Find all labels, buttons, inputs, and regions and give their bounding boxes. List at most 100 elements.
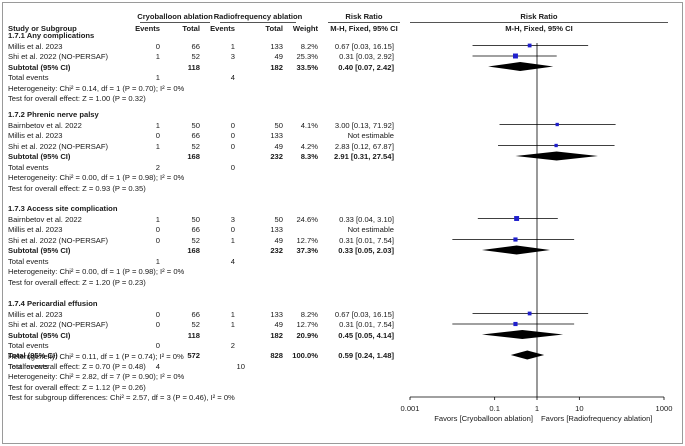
study-events1: 1 [155, 120, 160, 130]
study-total2: 133 [270, 41, 283, 51]
overall-label: Total (95% CI) [8, 351, 58, 360]
study-ci: Not estimable [347, 131, 394, 140]
subtotal-diamond [515, 151, 598, 161]
study-marker [512, 53, 518, 59]
study-total2: 49 [274, 320, 283, 329]
subtotal-total1: 118 [187, 330, 200, 340]
subtotal-weight: 20.9% [296, 330, 318, 340]
heterogeneity-text: Heterogeneity: Chi² = 0.00, df = 1 (P = … [8, 267, 185, 276]
heterogeneity-text: Heterogeneity: Chi² = 0.00, df = 1 (P = … [8, 173, 185, 182]
study-marker [554, 143, 558, 148]
study-marker [527, 43, 532, 48]
heterogeneity-text: Heterogeneity: Chi² = 0.11, df = 1 (P = … [8, 351, 184, 361]
study-events2: 1 [230, 41, 235, 51]
study-name: Millis et al. 2023 [8, 131, 63, 140]
study-ci: 0.31 [0.01, 7.54] [339, 320, 394, 329]
total-events2: 4 [230, 73, 235, 82]
total-events2: 4 [230, 256, 235, 266]
group2-header: Radiofrequency ablation [213, 12, 303, 21]
subtotal-ci: 0.33 [0.05, 2.03] [338, 246, 394, 255]
total-events-label: Total events [8, 341, 49, 350]
subgroup-differences: Test for subgroup differences: Chi² = 2.… [8, 393, 235, 402]
method-header: M-H, Fixed, 95% CI [330, 24, 398, 33]
study-ci: 0.67 [0.03, 16.15] [334, 309, 394, 319]
subtotal-weight: 8.3% [300, 152, 318, 161]
subtotal-total1: 168 [187, 152, 200, 161]
subtotal-ci: 0.40 [0.07, 2.42] [338, 62, 394, 72]
study-total2: 49 [274, 52, 283, 61]
rr-plot-header: Risk Ratio [520, 12, 558, 21]
study-weight: 12.7% [296, 235, 318, 245]
subtotal-diamond [481, 330, 564, 339]
study-ci: 2.83 [0.12, 67.87] [334, 141, 394, 151]
subgroup-title: 1.7.3 Access site complication [8, 204, 118, 213]
events1-header: Events [135, 24, 160, 33]
study-weight: 12.7% [296, 320, 318, 329]
study-name: Millis et al. 2023 [8, 41, 63, 51]
study-events1: 0 [155, 131, 160, 140]
favors-right-label: Favors [Radiofrequency ablation] [541, 414, 653, 423]
study-weight: 8.2% [300, 309, 318, 319]
overall-total-events2: 10 [236, 361, 245, 371]
study-total2: 133 [270, 131, 283, 140]
total-events1: 2 [155, 162, 160, 172]
study-events2: 3 [230, 214, 235, 224]
study-total2: 50 [274, 214, 283, 224]
study-name: Bairnbetov et al. 2022 [8, 120, 82, 130]
total1-header: Total [182, 24, 200, 33]
study-weight: 25.3% [296, 52, 318, 61]
study-events1: 0 [155, 225, 160, 234]
subtotal-total1: 168 [187, 246, 200, 255]
overall-effect-text: Test for overall effect: Z = 0.93 (P = 0… [8, 183, 146, 193]
study-events2: 3 [230, 52, 235, 61]
overall-effect-text: Test for overall effect: Z = 1.20 (P = 0… [8, 277, 146, 287]
x-tick-label: 1 [534, 404, 540, 413]
study-total2: 49 [274, 235, 283, 245]
subtotal-diamond [488, 62, 554, 71]
study-ci: 0.31 [0.01, 7.54] [339, 235, 394, 245]
study-marker [513, 237, 518, 242]
study-events2: 0 [230, 120, 235, 130]
study-total1: 66 [191, 309, 200, 319]
overall-total-events1: 4 [155, 361, 160, 371]
subgroup-title: 1.7.1 Any complications [8, 31, 95, 40]
study-events1: 0 [155, 41, 160, 51]
study-events2: 1 [230, 235, 235, 245]
study-name: Millis et al. 2023 [8, 309, 63, 319]
overall-heterogeneity: Heterogeneity: Chi² = 2.82, df = 7 (P = … [8, 372, 185, 381]
study-name: Shi et al. 2022 (NO-PERSAF) [8, 235, 109, 245]
study-events1: 1 [155, 214, 160, 224]
study-weight: 8.2% [300, 41, 318, 51]
subtotal-total2: 232 [270, 152, 283, 161]
study-events2: 1 [230, 320, 235, 329]
study-marker [513, 321, 518, 327]
study-marker [527, 311, 532, 316]
study-events2: 0 [230, 225, 235, 234]
subtotal-total2: 232 [270, 246, 283, 255]
overall-weight: 100.0% [292, 351, 318, 360]
study-total2: 133 [270, 225, 283, 234]
study-events2: 1 [230, 309, 235, 319]
overall-ci: 0.59 [0.24, 1.48] [338, 351, 394, 360]
subtotal-label: Subtotal (95% CI) [8, 62, 71, 72]
x-tick-label: 0.1 [489, 404, 500, 413]
heterogeneity-text: Heterogeneity: Chi² = 0.14, df = 1 (P = … [8, 83, 185, 93]
study-total1: 66 [191, 131, 200, 140]
group2-underline [220, 22, 296, 23]
study-total1: 50 [191, 120, 200, 130]
total-events-label: Total events [8, 256, 49, 266]
study-ci: 3.00 [0.13, 71.92] [334, 120, 394, 130]
study-events1: 1 [155, 141, 160, 151]
study-events2: 0 [230, 141, 235, 151]
subtotal-label: Subtotal (95% CI) [8, 330, 71, 340]
subtotal-ci: 0.45 [0.05, 4.14] [338, 330, 394, 340]
total-events-label: Total events [8, 73, 49, 82]
subtotal-total2: 182 [270, 62, 283, 72]
subgroup-title: 1.7.2 Phrenic nerve palsy [8, 110, 99, 119]
study-total2: 133 [270, 309, 283, 319]
x-tick-label: 0.001 [400, 404, 420, 413]
events2-header: Events [210, 24, 235, 33]
subtotal-diamond [481, 245, 551, 255]
overall-effect: Test for overall effect: Z = 1.12 (P = 0… [8, 382, 146, 392]
